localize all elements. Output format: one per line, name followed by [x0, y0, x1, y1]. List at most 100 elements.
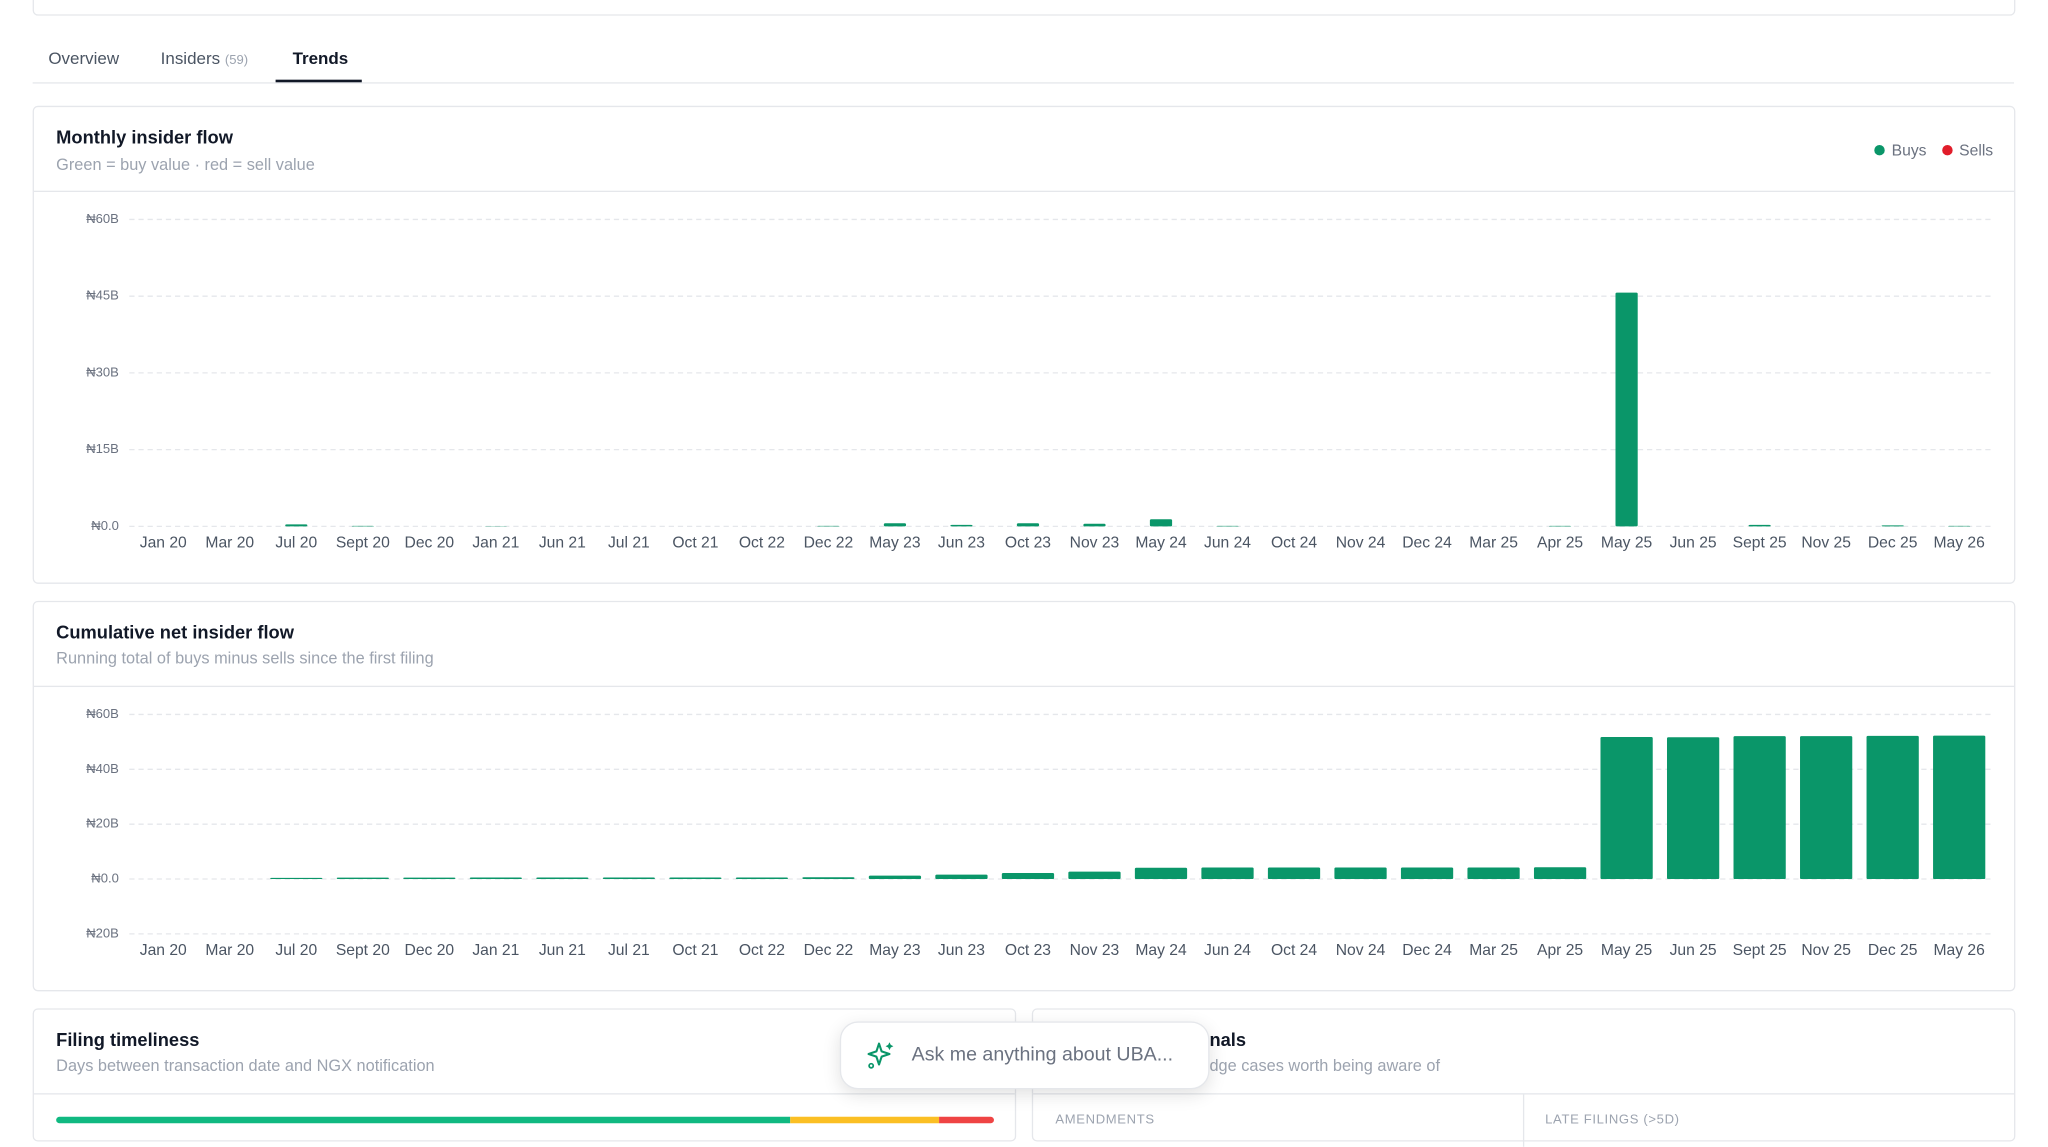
x-tick-label: Dec 24 — [1402, 534, 1452, 551]
chart-subtitle: Green = buy value · red = sell value — [56, 155, 315, 173]
x-tick-label: Dec 24 — [1402, 942, 1452, 959]
x-tick-label: Jan 20 — [140, 942, 187, 959]
x-tick-label: May 26 — [1934, 534, 1986, 551]
bar — [1150, 519, 1172, 526]
x-tick-label: Nov 23 — [1070, 534, 1120, 551]
bar — [1201, 867, 1253, 879]
ask-placeholder: Ask me anything about UBA... — [912, 1044, 1173, 1066]
x-tick-label: Nov 24 — [1336, 942, 1386, 959]
bar — [285, 524, 307, 526]
bar — [1068, 872, 1120, 879]
tab-label: Insiders — [161, 48, 220, 68]
x-tick-label: May 25 — [1601, 534, 1653, 551]
x-tick-label: Jun 24 — [1204, 942, 1251, 959]
x-tick-label: Jul 21 — [608, 942, 650, 959]
x-tick-label: Nov 24 — [1336, 534, 1386, 551]
bar — [1002, 873, 1054, 879]
top-card — [33, 0, 2016, 16]
x-tick-label: Jul 20 — [275, 942, 317, 959]
bar — [1734, 736, 1786, 879]
x-tick-label: Dec 20 — [405, 942, 455, 959]
x-tick-label: May 26 — [1934, 942, 1986, 959]
x-tick-label: Jan 21 — [472, 942, 519, 959]
bar — [950, 525, 972, 527]
bar — [817, 526, 839, 527]
legend-item: Sells — [1942, 141, 1993, 159]
y-tick-label: ₦40B — [86, 761, 119, 776]
bar — [352, 526, 374, 527]
legend-label: Sells — [1959, 141, 1993, 159]
x-tick-label: Dec 22 — [804, 534, 854, 551]
x-tick-label: Dec 20 — [405, 534, 455, 551]
x-tick-label: Dec 25 — [1868, 942, 1918, 959]
card-subtitle: Days between transaction date and NGX no… — [56, 1057, 434, 1075]
bar — [1867, 736, 1919, 879]
y-tick-label: ₦20B — [86, 925, 119, 940]
card-subtitle: dge cases worth being aware of — [1209, 1057, 1440, 1075]
tab-trends[interactable]: Trends — [293, 48, 349, 68]
page: Trends {"tabs": [{"label": "Overview"}, … — [0, 0, 2048, 1120]
x-tick-label: Mar 25 — [1469, 534, 1518, 551]
divider — [34, 1093, 1015, 1094]
bar — [669, 878, 721, 880]
bar — [1216, 526, 1238, 527]
bar — [1948, 526, 1970, 527]
x-tick-label: Jun 25 — [1670, 534, 1717, 551]
x-tick-label: Jun 24 — [1204, 534, 1251, 551]
tab-count: (59) — [225, 54, 248, 68]
x-tick-label: Nov 23 — [1070, 942, 1120, 959]
x-tick-label: Dec 22 — [804, 942, 854, 959]
bar — [270, 878, 322, 879]
sparkle-icon — [866, 1040, 897, 1071]
x-tick-label: Jun 21 — [539, 942, 586, 959]
x-tick-label: Nov 25 — [1801, 534, 1851, 551]
y-tick-label: ₦60B — [86, 706, 119, 721]
x-tick-label: Sept 20 — [336, 534, 390, 551]
y-tick-label: ₦0.0 — [91, 518, 119, 533]
y-tick-label: ₦15B — [86, 441, 119, 456]
bar — [884, 523, 906, 526]
x-tick-label: May 23 — [869, 534, 921, 551]
x-tick-label: Sept 25 — [1733, 942, 1787, 959]
legend-swatch — [1942, 145, 1952, 155]
chart-subtitle: Running total of buys minus sells since … — [56, 649, 434, 667]
bar — [1749, 525, 1771, 527]
x-tick-label: May 24 — [1135, 942, 1187, 959]
bar — [470, 878, 522, 880]
x-tick-label: Jun 21 — [539, 534, 586, 551]
bar — [1268, 867, 1320, 879]
legend-item: Buys — [1875, 141, 1927, 159]
bar — [802, 877, 854, 879]
bar — [1534, 867, 1586, 879]
bar — [1467, 867, 1519, 879]
bar — [1017, 523, 1039, 526]
chart-card: Cumulative net insider flow Running tota… — [33, 601, 2016, 992]
legend-swatch — [1875, 145, 1885, 155]
x-tick-label: Nov 25 — [1801, 942, 1851, 959]
chart-card: Monthly insider flow Green = buy value ·… — [33, 106, 2016, 584]
y-tick-label: ₦20B — [86, 816, 119, 831]
x-tick-label: Sept 25 — [1733, 534, 1787, 551]
x-tick-label: Oct 23 — [1005, 942, 1051, 959]
x-tick-label: Jan 20 — [140, 534, 187, 551]
tab-insiders[interactable]: Insiders (59) — [161, 48, 248, 68]
bar — [1135, 868, 1187, 879]
bar — [536, 878, 588, 880]
x-tick-label: May 25 — [1601, 942, 1653, 959]
x-tick-label: Oct 24 — [1271, 534, 1317, 551]
bar — [1933, 736, 1985, 879]
tab-overview[interactable]: Overview — [48, 48, 119, 68]
ask-box[interactable]: Ask me anything about UBA... — [840, 1021, 1210, 1089]
x-tick-label: Jun 23 — [938, 534, 985, 551]
x-tick-label: Jul 21 — [608, 534, 650, 551]
x-tick-label: Mar 25 — [1469, 942, 1518, 959]
card-title: Filing timeliness — [56, 1029, 199, 1050]
bar — [603, 878, 655, 880]
x-tick-label: Jun 25 — [1670, 942, 1717, 959]
x-tick-label: Apr 25 — [1537, 942, 1583, 959]
column-divider — [1523, 1095, 1524, 1147]
bar — [1800, 736, 1852, 879]
bar — [1600, 737, 1652, 879]
